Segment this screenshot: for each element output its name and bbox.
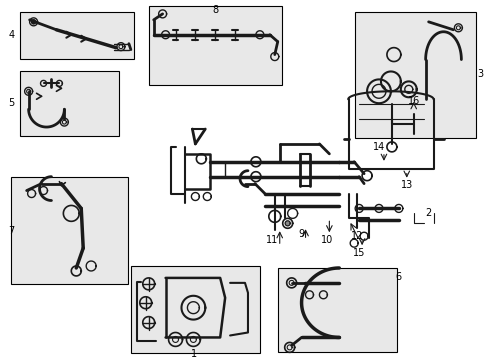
Text: 5: 5 xyxy=(9,98,15,108)
Text: 2: 2 xyxy=(425,208,431,219)
Text: 11: 11 xyxy=(265,235,277,245)
Text: 14: 14 xyxy=(372,142,385,152)
Text: 13: 13 xyxy=(400,180,412,190)
Text: 4: 4 xyxy=(9,30,15,40)
Bar xyxy=(11,177,128,284)
Bar xyxy=(131,266,259,353)
Polygon shape xyxy=(32,20,36,24)
Text: 12: 12 xyxy=(350,231,363,241)
Bar xyxy=(20,72,119,136)
Text: 9: 9 xyxy=(298,229,304,239)
Text: 10: 10 xyxy=(321,235,333,245)
Text: 15: 15 xyxy=(352,248,365,258)
Bar xyxy=(20,12,134,59)
Polygon shape xyxy=(285,221,289,226)
Text: 1: 1 xyxy=(191,349,197,359)
Text: 6: 6 xyxy=(395,272,401,282)
Bar xyxy=(354,12,475,138)
Bar xyxy=(148,6,281,85)
Text: 7: 7 xyxy=(9,226,15,236)
Text: 3: 3 xyxy=(476,69,482,80)
Text: 16: 16 xyxy=(407,96,419,106)
Bar xyxy=(277,268,396,352)
Text: 8: 8 xyxy=(212,5,218,15)
